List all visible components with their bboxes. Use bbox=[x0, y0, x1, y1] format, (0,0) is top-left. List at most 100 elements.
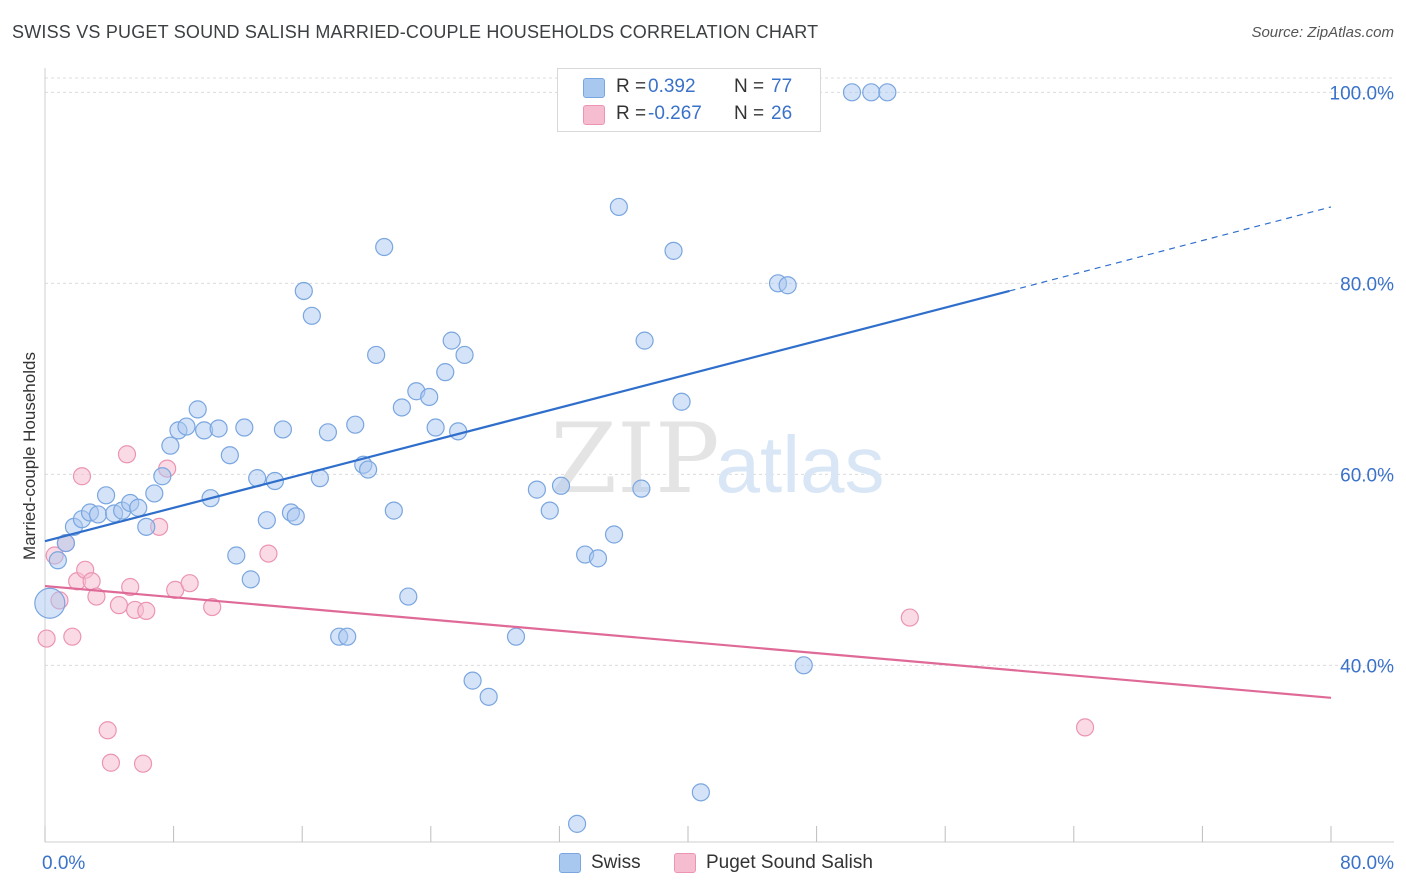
salish-point bbox=[133, 754, 153, 773]
source-credit: Source: ZipAtlas.com bbox=[1251, 24, 1394, 41]
swiss-point bbox=[632, 479, 651, 498]
y-tick-label: 80.0% bbox=[1340, 274, 1394, 295]
swiss-point bbox=[88, 505, 108, 524]
swiss-point bbox=[551, 476, 571, 495]
salish-point bbox=[203, 597, 222, 617]
swiss-point bbox=[161, 436, 180, 455]
salish-swatch bbox=[674, 853, 696, 873]
swiss-point bbox=[273, 420, 293, 439]
y-tick-label: 40.0% bbox=[1340, 656, 1394, 677]
y-tick-label: 60.0% bbox=[1340, 465, 1394, 486]
swiss-trend-line bbox=[44, 289, 1010, 543]
trend-lines bbox=[44, 206, 1332, 699]
swiss-point bbox=[794, 656, 813, 675]
swiss-point bbox=[442, 331, 461, 350]
swiss-point bbox=[426, 418, 445, 437]
salish-point bbox=[259, 544, 278, 563]
salish-point bbox=[117, 445, 137, 464]
swiss-point bbox=[436, 363, 455, 382]
r-label: R = bbox=[616, 103, 647, 124]
swiss-point bbox=[609, 197, 628, 217]
swiss-point bbox=[862, 83, 881, 102]
n-label: N = bbox=[734, 76, 765, 97]
watermark-atlas: atlas bbox=[716, 420, 885, 509]
swiss-swatch bbox=[583, 78, 605, 98]
stats-legend: R = 0.392 N = 77 R = -0.267 N = 26 bbox=[557, 68, 821, 132]
swiss-point bbox=[664, 241, 683, 260]
salish-point bbox=[63, 627, 82, 646]
swiss-point bbox=[48, 551, 67, 570]
swiss-point bbox=[392, 398, 411, 417]
salish-trend-line bbox=[44, 584, 1332, 699]
legend-label: Swiss bbox=[591, 852, 641, 873]
swiss-point bbox=[367, 345, 386, 365]
salish-point bbox=[900, 608, 919, 627]
swiss-point bbox=[455, 345, 474, 365]
r-value: 0.392 bbox=[648, 76, 696, 97]
tick-labels: 40.0% 60.0% 80.0% 100.0% 0.0% 80.0% bbox=[42, 83, 1394, 874]
swiss-point bbox=[506, 627, 526, 646]
swiss-point bbox=[778, 276, 797, 295]
swiss-point bbox=[34, 587, 66, 619]
watermark-zip: ZIP bbox=[550, 403, 719, 515]
salish-point bbox=[101, 753, 121, 772]
swiss-point bbox=[588, 549, 608, 568]
swiss-point bbox=[286, 507, 305, 526]
watermark: ZIP atlas bbox=[550, 403, 884, 515]
swiss-point bbox=[257, 511, 276, 530]
salish-point bbox=[37, 629, 56, 648]
legend-item-swiss[interactable]: Swiss bbox=[559, 852, 641, 874]
swiss-point bbox=[479, 687, 498, 706]
swiss-point bbox=[672, 392, 691, 411]
swiss-trend-extension bbox=[1009, 206, 1332, 292]
swiss-point bbox=[227, 546, 246, 565]
swiss-point bbox=[338, 627, 357, 646]
swiss-point bbox=[129, 498, 148, 517]
swiss-point bbox=[56, 533, 75, 553]
salish-point bbox=[137, 601, 156, 620]
swiss-point bbox=[463, 671, 482, 690]
legend-label: Puget Sound Salish bbox=[706, 852, 873, 873]
r-label: R = bbox=[616, 76, 647, 97]
x-tick-label-max: 80.0% bbox=[1340, 853, 1394, 874]
y-tick-label: 100.0% bbox=[1330, 83, 1395, 104]
swiss-point bbox=[420, 387, 439, 407]
swiss-point bbox=[375, 237, 394, 257]
swiss-point bbox=[241, 570, 260, 589]
axes bbox=[44, 68, 1394, 843]
swiss-point bbox=[177, 417, 196, 436]
swiss-point bbox=[399, 587, 418, 606]
swiss-point bbox=[527, 480, 546, 499]
swiss-point bbox=[96, 486, 116, 505]
salish-point bbox=[98, 721, 117, 740]
salish-point bbox=[1075, 718, 1095, 737]
swiss-point bbox=[604, 525, 624, 544]
swiss-point bbox=[145, 484, 164, 503]
swiss-point bbox=[220, 446, 239, 465]
swiss-point bbox=[691, 783, 710, 802]
swiss-point bbox=[635, 331, 654, 350]
legend-item-salish[interactable]: Puget Sound Salish bbox=[674, 852, 873, 874]
swiss-point bbox=[153, 467, 172, 486]
swiss-point bbox=[209, 419, 228, 438]
r-value: -0.267 bbox=[648, 103, 702, 124]
salish-point bbox=[87, 587, 106, 606]
salish-point bbox=[82, 572, 101, 591]
swiss-point bbox=[567, 814, 587, 833]
salish-swatch bbox=[583, 105, 605, 125]
salish-point bbox=[180, 574, 199, 593]
swiss-point bbox=[842, 83, 862, 102]
x-tick-label-min: 0.0% bbox=[42, 853, 85, 874]
salish-point bbox=[72, 467, 92, 486]
swiss-point bbox=[878, 83, 897, 102]
swiss-swatch bbox=[559, 853, 581, 873]
swiss-point bbox=[294, 281, 313, 301]
chart-title: SWISS VS PUGET SOUND SALISH MARRIED-COUP… bbox=[12, 22, 819, 42]
swiss-point bbox=[188, 400, 207, 419]
n-label: N = bbox=[734, 103, 765, 124]
n-value: 77 bbox=[771, 76, 793, 97]
swiss-point bbox=[302, 306, 321, 325]
swiss-point bbox=[384, 501, 403, 520]
salish-point bbox=[109, 596, 129, 615]
